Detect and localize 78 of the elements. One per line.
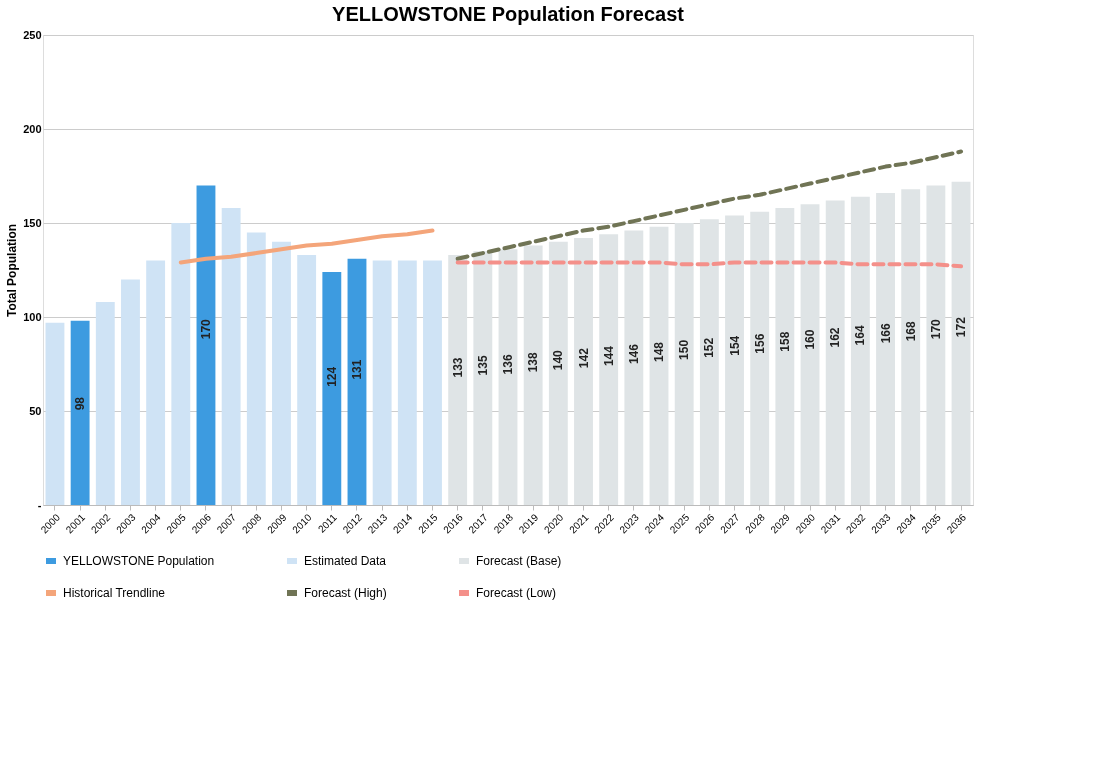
bar xyxy=(750,211,770,505)
data-label: 150 xyxy=(677,339,692,360)
bar xyxy=(70,320,90,505)
bar xyxy=(297,254,317,505)
y-tick-label: 150 xyxy=(23,216,42,229)
bar xyxy=(800,204,820,505)
bar xyxy=(372,260,392,505)
line-series xyxy=(455,149,964,261)
bar xyxy=(397,260,417,505)
bar xyxy=(196,185,216,505)
data-label: 172 xyxy=(954,316,969,338)
data-label: 156 xyxy=(752,333,767,354)
data-label: 144 xyxy=(601,345,616,367)
bar xyxy=(876,192,895,505)
legend-label: Forecast (Low) xyxy=(476,586,557,600)
y-tick-label: 100 xyxy=(23,310,42,323)
data-label: 170 xyxy=(928,318,943,340)
bar xyxy=(624,230,644,505)
bar xyxy=(775,207,795,505)
bar xyxy=(951,181,971,505)
bar xyxy=(121,279,140,505)
data-label: 124 xyxy=(324,366,339,387)
data-label: 160 xyxy=(803,329,818,350)
data-label: 152 xyxy=(702,337,717,358)
bar xyxy=(322,271,342,505)
data-label: 136 xyxy=(501,354,515,375)
data-label: 142 xyxy=(576,347,591,369)
bar xyxy=(272,241,291,505)
y-tick-label: 250 xyxy=(23,28,42,41)
data-label: 164 xyxy=(853,325,868,346)
y-tick-label: 200 xyxy=(23,122,42,135)
bar xyxy=(45,322,65,505)
data-label: 140 xyxy=(551,349,566,371)
bar xyxy=(825,200,845,505)
bar xyxy=(674,223,694,505)
data-label: 168 xyxy=(903,320,918,342)
bar xyxy=(221,207,241,505)
bar xyxy=(423,260,442,505)
bar xyxy=(699,219,719,505)
data-label: 158 xyxy=(777,331,792,352)
data-label: 138 xyxy=(526,351,541,373)
data-label: 131 xyxy=(349,359,364,380)
y-tick-label: 50 xyxy=(29,404,42,417)
data-label: 170 xyxy=(198,318,213,340)
data-label: 98 xyxy=(73,396,88,411)
data-label: 148 xyxy=(652,341,667,362)
bar xyxy=(574,238,593,505)
bar xyxy=(725,215,744,505)
bar xyxy=(347,258,367,505)
data-label: 133 xyxy=(450,357,465,378)
bar xyxy=(246,232,266,505)
data-label: 162 xyxy=(828,327,843,348)
data-label: 135 xyxy=(475,355,490,376)
bar xyxy=(95,301,115,505)
legend-label: Historical Trendline xyxy=(63,586,166,600)
bar xyxy=(548,241,568,505)
legend-label: Forecast (Base) xyxy=(476,554,562,568)
bar xyxy=(498,249,518,505)
bar xyxy=(850,196,870,505)
y-axis-title: Total Population xyxy=(5,223,20,318)
bar xyxy=(926,185,946,505)
chart-title: YELLOWSTONE Population Forecast xyxy=(332,3,685,25)
legend-label: Estimated Data xyxy=(304,554,387,568)
data-label: 146 xyxy=(626,343,641,365)
line-series xyxy=(178,228,435,265)
data-label: 154 xyxy=(727,335,742,356)
bar xyxy=(448,254,468,505)
legend-label: YELLOWSTONE Population xyxy=(63,554,215,568)
bar xyxy=(599,234,619,505)
bar xyxy=(523,245,543,505)
y-tick-label: - xyxy=(37,498,42,511)
bar xyxy=(473,251,493,505)
data-label: 166 xyxy=(878,323,893,344)
legend-label: Forecast (High) xyxy=(304,586,387,600)
bar xyxy=(171,223,191,505)
bar xyxy=(649,226,669,505)
bar xyxy=(146,260,166,505)
bar xyxy=(901,189,921,505)
